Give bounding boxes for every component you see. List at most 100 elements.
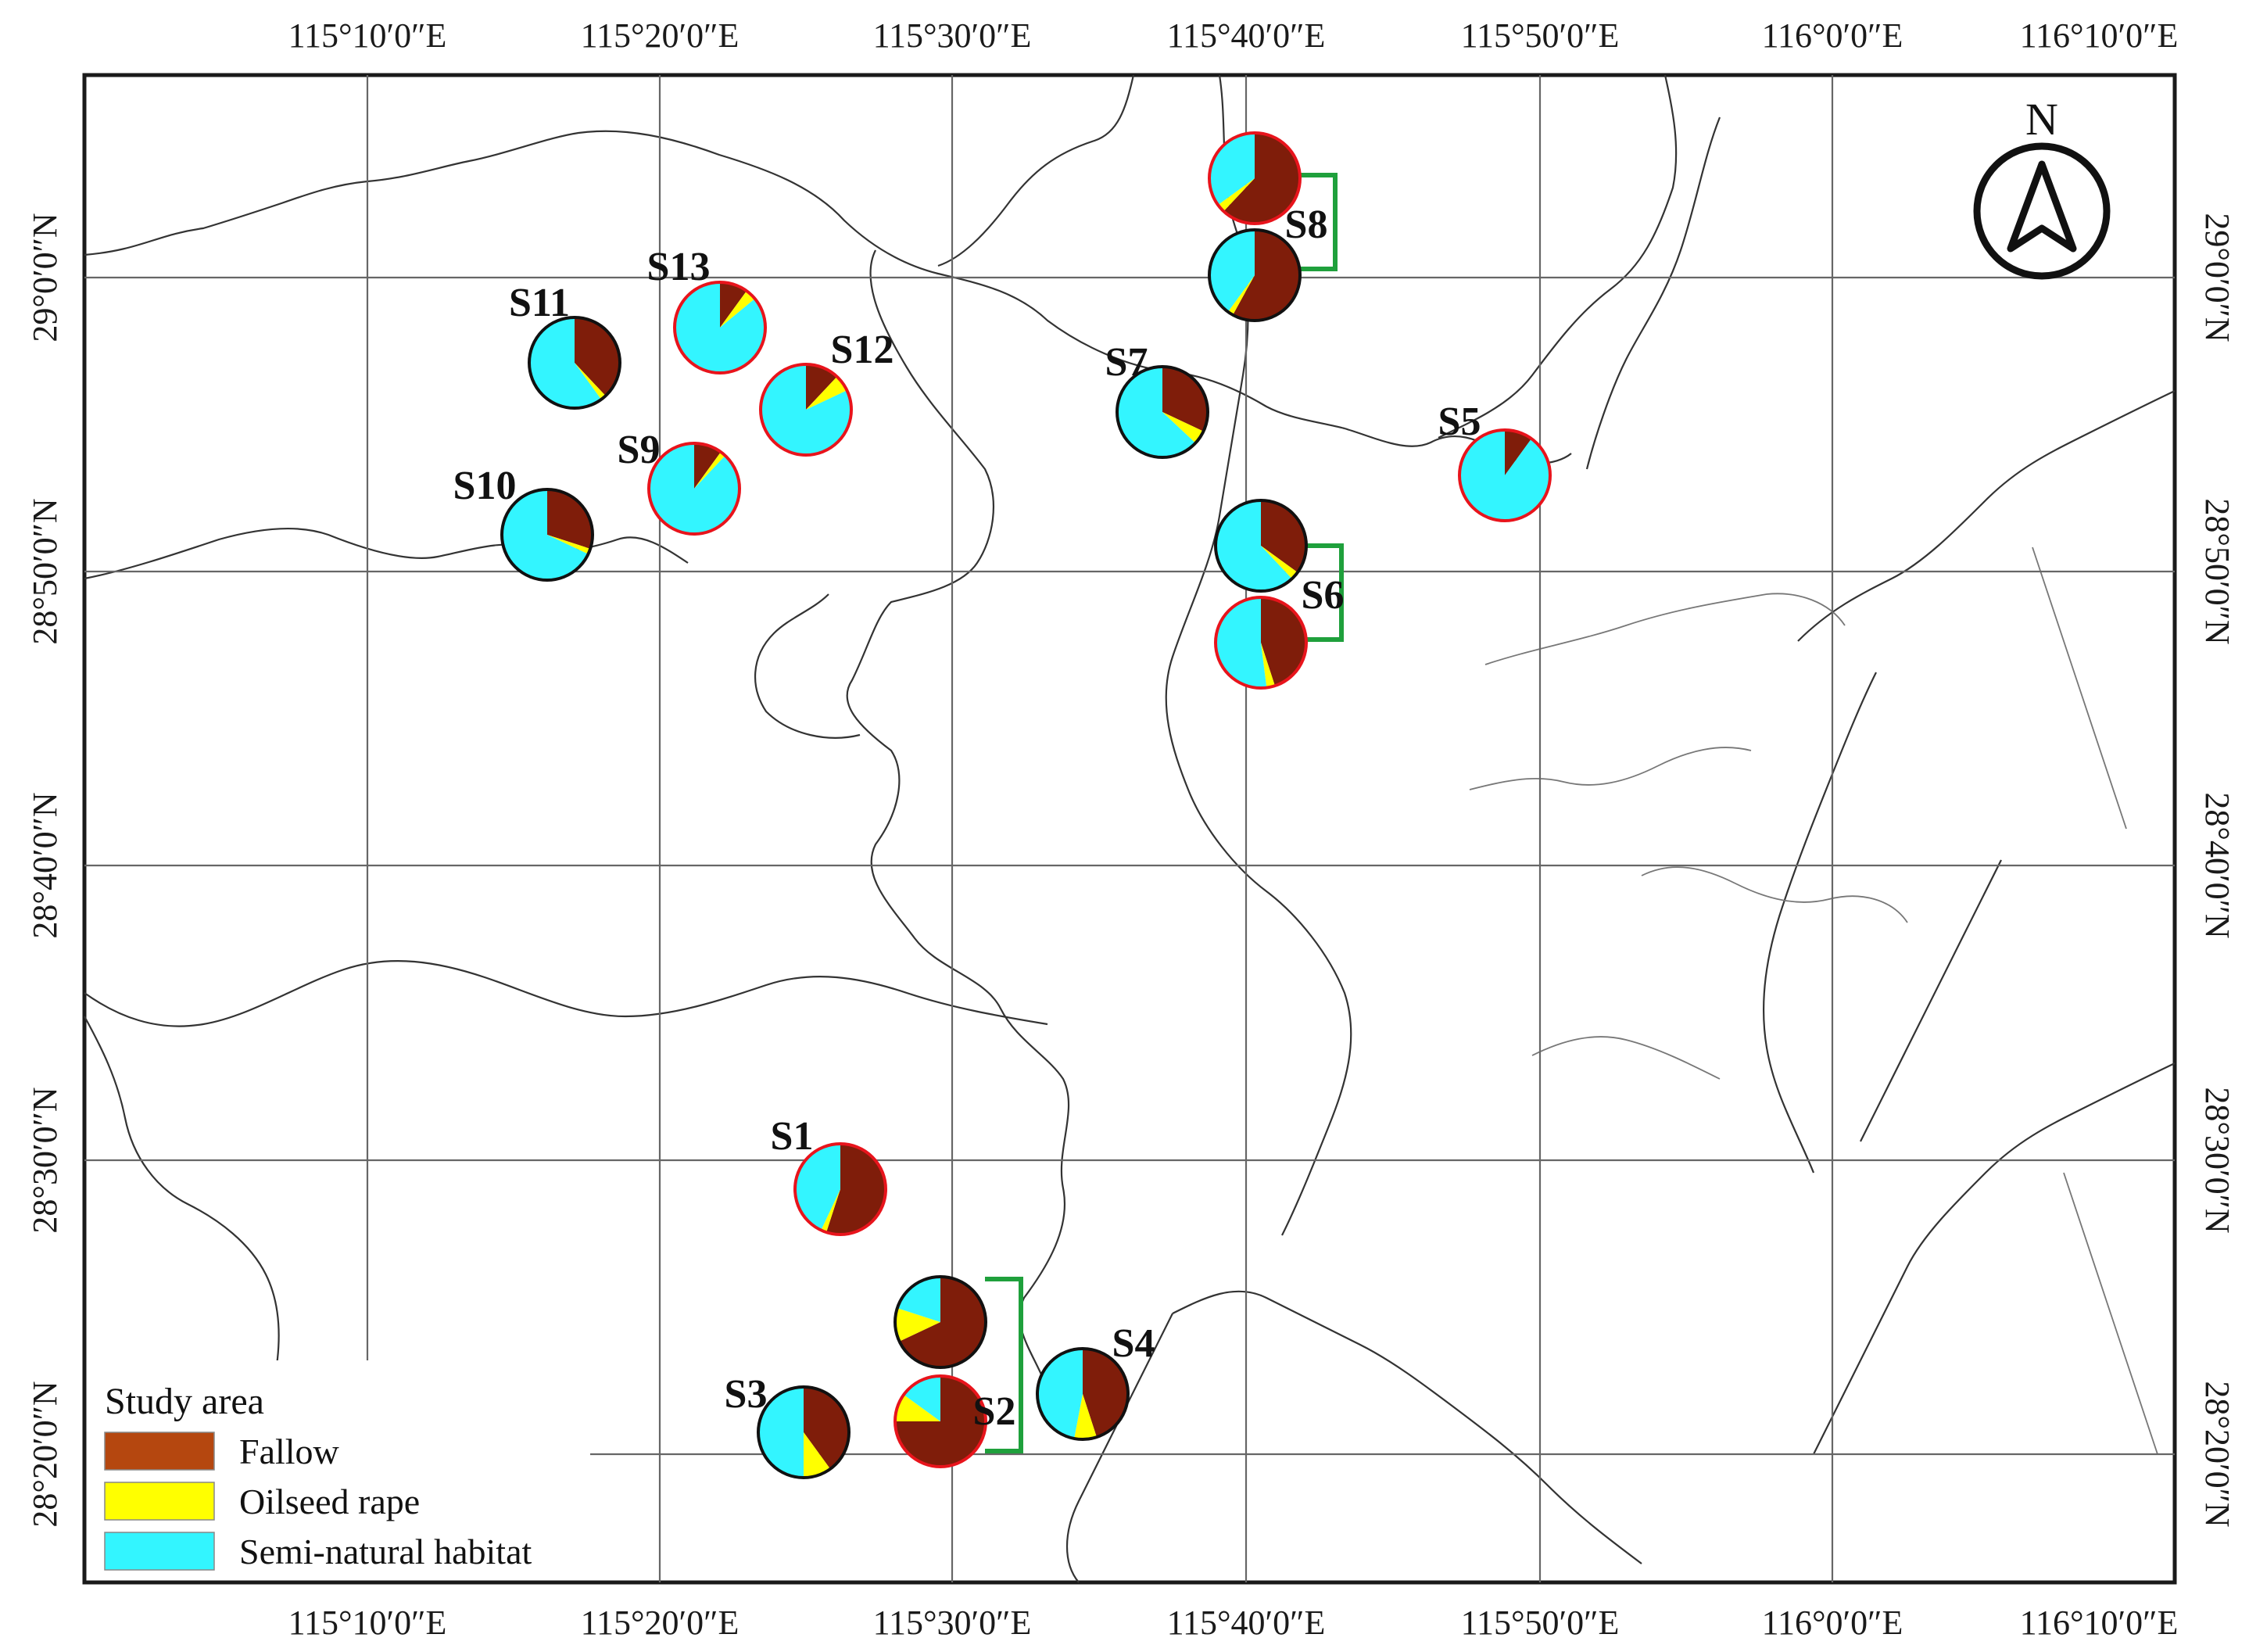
pie-slice-semi [1117,367,1196,457]
legend-swatch-fallow [104,1432,215,1471]
lon-label-top-1: 115°10′0″E [288,16,447,55]
site-label-s8: S8 [1285,202,1328,247]
site-pie-s10-13 [500,488,594,582]
lon-label-bottom-3: 115°30′0″E [873,1604,1032,1642]
pie-slice-semi [1037,1349,1083,1439]
lat-label-left-3: 28°40′0″N [26,792,64,938]
pie-outline [1116,365,1209,459]
pie-slice-oilseed [694,452,725,489]
legend-swatch-semi-natural-habitat [104,1532,215,1571]
site-label-s3: S3 [725,1372,768,1417]
site-pie-charts [500,131,1552,1479]
pie-slice-semi [502,489,589,580]
lat-labels-right: 29°0′0″N 28°50′0″N 28°40′0″N 28°30′0″N 2… [2198,213,2236,1527]
site-label-s11: S11 [509,281,570,325]
site-pie-s11-14 [528,316,621,410]
lat-label-left-5: 28°20′0″N [26,1381,64,1527]
lat-label-left-2: 28°50′0″N [26,498,64,644]
pie-slice-fallow [1223,133,1300,224]
site-labels: S1 S2 S3 S4 S5 S6 S7 S8 S9 S10 S11 S12 S… [453,202,1481,1434]
pie-slice-semi [1459,430,1551,521]
site-label-s4: S4 [1112,1321,1155,1366]
site-pie-s12-15 [759,363,853,457]
pie-slice-semi [1216,597,1267,688]
site-pair-brackets [985,173,1344,1453]
pie-slice-fallow [694,443,722,489]
pie-slice-fallow [1261,597,1306,686]
pie-slice-semi [675,282,766,373]
site-pie-s2-2 [894,1275,987,1369]
lat-label-right-5: 28°20′0″N [2198,1381,2236,1527]
lon-label-top-3: 115°30′0″E [873,16,1032,55]
lat-labels-left: 29°0′0″N 28°50′0″N 28°40′0″N 28°30′0″N 2… [26,213,64,1527]
lon-labels-top: 115°10′0″E 115°20′0″E 115°30′0″E 115°40′… [288,16,2179,55]
pie-outline [894,1374,987,1468]
site-label-s13: S13 [647,245,711,289]
legend-label-semi-natural-habitat: Semi-natural habitat [239,1532,532,1571]
pie-slice-oilseed [1261,643,1275,688]
lon-label-bottom-6: 116°0′0″E [1762,1604,1903,1642]
pie-outline [1036,1347,1130,1441]
map-frame [82,73,2177,1585]
north-label: N [2025,94,2058,145]
bracket-s8 [1298,173,1338,271]
lon-label-bottom-5: 115°50′0″E [1461,1604,1620,1642]
site-pie-s6-7 [1214,499,1308,593]
legend-swatch-oilseed-rape [104,1482,215,1521]
pie-slice-fallow [547,489,593,549]
lat-label-left-1: 29°0′0″N [26,213,64,342]
site-label-s7: S7 [1105,340,1148,385]
pie-slice-fallow [1261,500,1306,573]
lon-label-bottom-2: 115°20′0″E [581,1604,740,1642]
pie-outline [894,1275,987,1369]
pie-slice-oilseed [575,363,606,400]
pie-outline [647,442,741,536]
bracket-s6 [1305,543,1344,642]
site-label-s10: S10 [453,464,517,508]
pie-slice-semi [795,1144,840,1231]
site-pie-s9-12 [647,442,741,536]
lat-label-right-2: 28°50′0″N [2198,498,2236,644]
lon-label-top-5: 115°50′0″E [1461,16,1620,55]
pie-slice-semi [904,1376,940,1421]
pie-slice-semi [1209,230,1255,312]
site-label-s1: S1 [771,1114,814,1159]
pie-outline [673,281,767,374]
pie-slice-oilseed [804,1432,831,1478]
legend: Study area Fallow Oilseed rape Semi-natu… [88,1360,572,1579]
pie-slice-fallow [575,317,620,396]
site-pie-s6-8 [1214,596,1308,690]
legend-label-fallow: Fallow [239,1432,340,1471]
lat-label-right-3: 28°40′0″N [2198,792,2236,938]
lat-label-right-4: 28°30′0″N [2198,1087,2236,1233]
site-label-s6: S6 [1302,573,1345,618]
pie-slice-fallow [899,1277,986,1367]
pie-slice-semi [758,1387,804,1478]
pie-outline [528,316,621,410]
site-pie-s7-9 [1116,365,1209,459]
pie-slice-fallow [826,1144,886,1235]
lon-label-top-2: 115°20′0″E [581,16,740,55]
pie-slice-oilseed [806,376,847,410]
lon-label-top-7: 116°10′0″E [2020,16,2179,55]
pie-slice-oilseed [1261,546,1298,579]
lat-label-left-4: 28°30′0″N [26,1087,64,1233]
lon-label-bottom-7: 116°10′0″E [2020,1604,2179,1642]
pie-slice-oilseed [1074,1394,1097,1439]
legend-label-oilseed-rape: Oilseed rape [239,1482,420,1521]
legend-title: Study area [105,1381,264,1422]
site-pie-s5-6 [1458,428,1552,522]
north-arrow: N [1973,94,2111,280]
admin-boundaries-light [1469,546,2158,1455]
pie-slice-semi [648,443,740,534]
lat-label-right-1: 29°0′0″N [2198,213,2236,342]
pie-slice-fallow [720,282,747,328]
site-label-s12: S12 [831,328,894,372]
pie-slice-semi [1215,500,1292,591]
pie-outline [1208,228,1302,322]
lon-labels-bottom: 115°10′0″E 115°20′0″E 115°30′0″E 115°40′… [288,1604,2179,1642]
site-pie-s4-5 [1036,1347,1130,1441]
lon-label-top-4: 115°40′0″E [1167,16,1326,55]
site-pie-s8-11 [1208,228,1302,322]
